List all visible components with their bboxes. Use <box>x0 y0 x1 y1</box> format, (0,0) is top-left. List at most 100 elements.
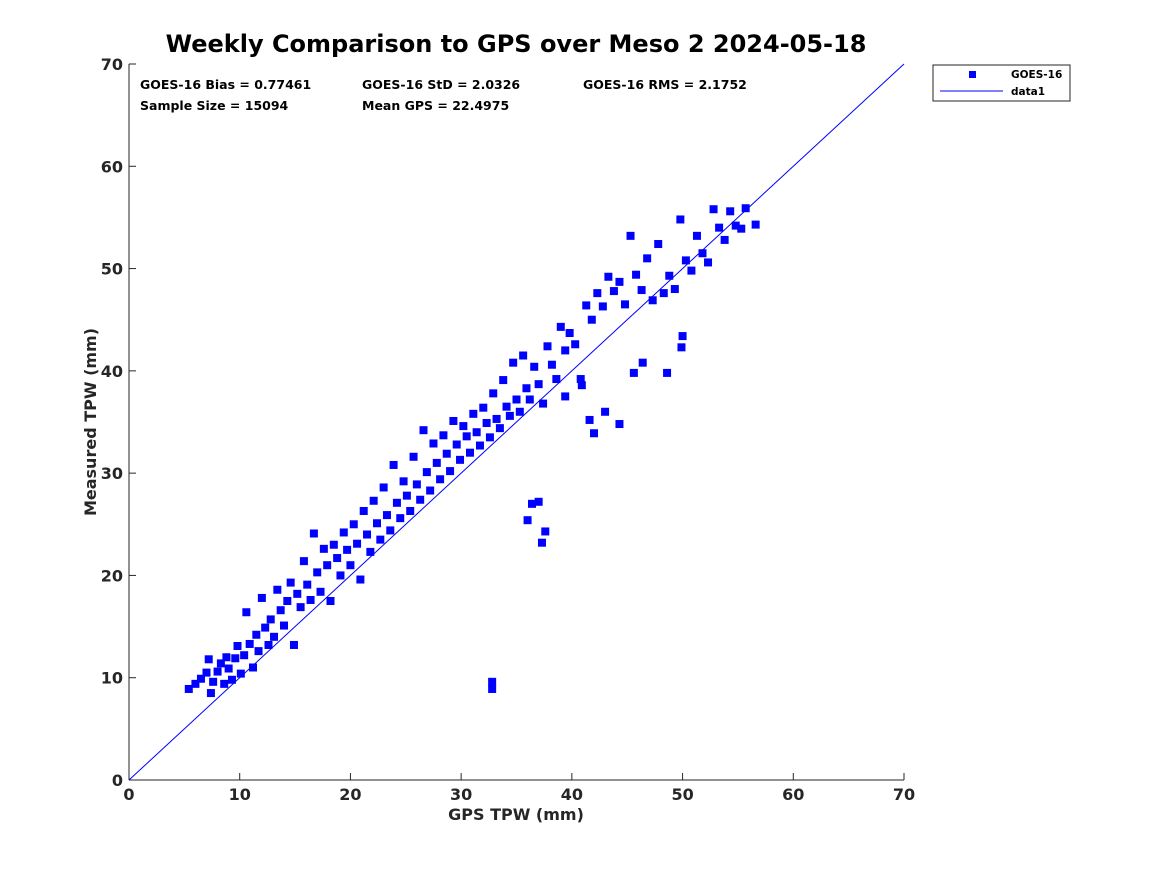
data-point <box>571 340 580 349</box>
data-point <box>216 659 225 668</box>
data-point <box>502 402 511 411</box>
y-tick-label: 20 <box>101 566 123 585</box>
data-point <box>446 467 455 476</box>
y-tick-label: 30 <box>101 464 123 483</box>
data-point <box>396 514 405 523</box>
data-point <box>556 322 565 331</box>
data-point <box>379 483 388 492</box>
data-point <box>590 429 598 438</box>
plot-area: 0 10 20 30 40 50 60 70 0 10 20 30 40 50 60 70 <box>101 55 915 804</box>
data-point <box>220 679 229 688</box>
data-point <box>665 271 674 280</box>
data-point <box>252 630 261 639</box>
data-point <box>191 679 200 688</box>
data-point <box>598 302 607 311</box>
data-point <box>530 362 539 371</box>
data-point <box>254 647 263 656</box>
data-point <box>399 477 408 486</box>
data-point <box>632 270 641 279</box>
data-point <box>227 675 236 684</box>
y-tick-label: 50 <box>101 260 123 279</box>
data-point <box>519 351 528 360</box>
data-point <box>577 381 586 390</box>
data-point <box>677 343 686 352</box>
data-point <box>522 384 531 393</box>
data-point <box>313 568 322 577</box>
data-point <box>609 287 618 296</box>
x-tick-label: 70 <box>893 785 915 804</box>
data-point <box>709 205 718 214</box>
data-point <box>704 258 713 267</box>
data-point <box>349 520 358 529</box>
data-point <box>412 480 421 489</box>
y-axis-label: Measured TPW (mm) <box>81 328 100 516</box>
data-point <box>386 526 395 535</box>
chart-title: Weekly Comparison to GPS over Meso 2 202… <box>166 30 867 58</box>
data-point <box>523 516 532 525</box>
data-point <box>303 580 312 589</box>
data-point <box>249 663 257 672</box>
data-point <box>552 375 561 384</box>
x-tick-label: 30 <box>450 785 472 804</box>
x-tick-label: 20 <box>339 785 361 804</box>
y-tick-label: 60 <box>101 157 123 176</box>
data-point <box>488 684 497 693</box>
data-point <box>629 368 638 377</box>
data-point <box>359 506 368 515</box>
data-point <box>204 655 213 664</box>
data-point <box>539 399 548 408</box>
series-line-data1 <box>128 63 905 781</box>
data-point <box>184 684 193 693</box>
data-point <box>202 668 211 677</box>
stat-rms: GOES-16 RMS = 2.1752 <box>583 77 747 92</box>
data-point <box>309 529 318 538</box>
data-point <box>561 392 570 401</box>
data-point <box>222 653 231 662</box>
data-point <box>615 420 624 429</box>
stats-annotations: GOES-16 Bias = 0.77461 GOES-16 StD = 2.0… <box>140 77 747 113</box>
data-point <box>604 272 613 281</box>
legend-label-data1: data1 <box>1011 86 1045 98</box>
data-point <box>233 642 242 651</box>
data-point <box>489 389 498 398</box>
data-point <box>240 651 249 660</box>
data-point <box>231 654 240 663</box>
stat-std: GOES-16 StD = 2.0326 <box>362 77 520 92</box>
data-point <box>626 231 635 240</box>
data-point <box>643 254 652 263</box>
data-point <box>751 220 760 229</box>
data-point <box>326 597 335 605</box>
data-point <box>429 439 438 448</box>
data-point <box>316 587 325 596</box>
data-point <box>495 424 504 433</box>
legend-label-goes16: GOES-16 <box>1011 69 1062 81</box>
data-point <box>525 395 534 404</box>
data-point <box>392 498 401 507</box>
data-point <box>731 221 740 230</box>
y-tick-label: 0 <box>112 771 123 790</box>
data-point <box>336 571 345 580</box>
data-point <box>637 286 646 295</box>
data-point <box>242 608 251 617</box>
legend-box <box>932 64 1071 102</box>
data-point <box>576 375 585 384</box>
data-point <box>382 511 391 520</box>
data-point <box>319 544 328 553</box>
data-point <box>499 376 508 385</box>
data-point <box>638 358 647 367</box>
data-point <box>366 547 375 556</box>
data-point <box>343 545 352 554</box>
data-point <box>509 358 518 367</box>
stat-mean-gps: Mean GPS = 22.4975 <box>362 98 509 113</box>
data-point <box>209 677 218 686</box>
data-point <box>585 415 594 424</box>
data-point <box>356 575 365 584</box>
x-tick-label: 10 <box>229 785 251 804</box>
data-point <box>547 360 556 369</box>
data-point <box>329 540 338 549</box>
x-tick-label: 50 <box>671 785 693 804</box>
data-point <box>687 266 696 275</box>
data-point <box>353 539 362 548</box>
data-point <box>475 441 484 450</box>
data-point <box>339 528 348 537</box>
